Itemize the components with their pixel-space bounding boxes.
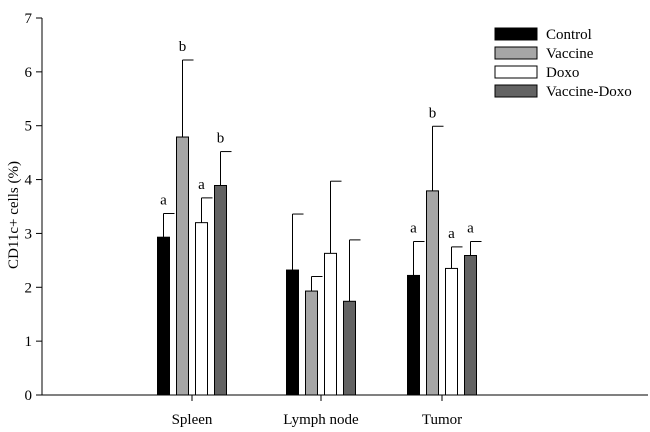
y-tick-label: 7	[25, 11, 33, 27]
x-tick-label: Tumor	[422, 412, 462, 428]
significance-label: b	[217, 131, 225, 147]
significance-label: b	[179, 39, 187, 55]
significance-label: a	[448, 226, 455, 242]
y-axis: 0 1 2 3 4 5 6 7	[25, 11, 43, 404]
x-tick-label: Lymph node	[283, 412, 359, 428]
significance-label: a	[410, 221, 417, 237]
legend-swatch	[494, 27, 538, 41]
significance-label: a	[198, 177, 205, 193]
significance-label: a	[160, 193, 167, 209]
bar	[305, 290, 318, 396]
legend-label: Doxo	[546, 65, 579, 81]
y-tick-label: 0	[25, 388, 33, 404]
bar	[157, 236, 170, 396]
bar	[464, 255, 477, 396]
bar	[343, 300, 356, 396]
significance-label: b	[429, 105, 437, 121]
bar	[324, 252, 337, 396]
bar	[214, 184, 227, 396]
legend-label: Vaccine	[546, 46, 594, 62]
bar	[426, 190, 439, 396]
legend-swatch	[494, 84, 538, 98]
legend: Control Vaccine Doxo Vaccine-Doxo	[494, 27, 632, 100]
legend-label: Vaccine-Doxo	[546, 84, 632, 100]
bar	[195, 222, 208, 396]
bar	[176, 136, 189, 396]
y-tick-label: 1	[25, 334, 33, 350]
y-tick-label: 4	[25, 173, 33, 189]
legend-label: Control	[546, 27, 592, 43]
x-tick-label: Spleen	[172, 412, 213, 428]
bar	[445, 267, 458, 396]
bar	[407, 274, 420, 396]
x-axis: Spleen Lymph node Tumor	[42, 394, 648, 428]
y-tick-label: 6	[25, 65, 33, 81]
legend-swatch	[494, 46, 538, 60]
significance-label: a	[467, 221, 474, 237]
y-tick-label: 2	[25, 280, 33, 296]
y-tick-label: 5	[25, 119, 33, 135]
bar	[286, 269, 299, 396]
y-axis-label: CD11c+ cells (%)	[6, 161, 22, 269]
y-tick-label: 3	[25, 226, 33, 242]
legend-swatch	[494, 65, 538, 79]
